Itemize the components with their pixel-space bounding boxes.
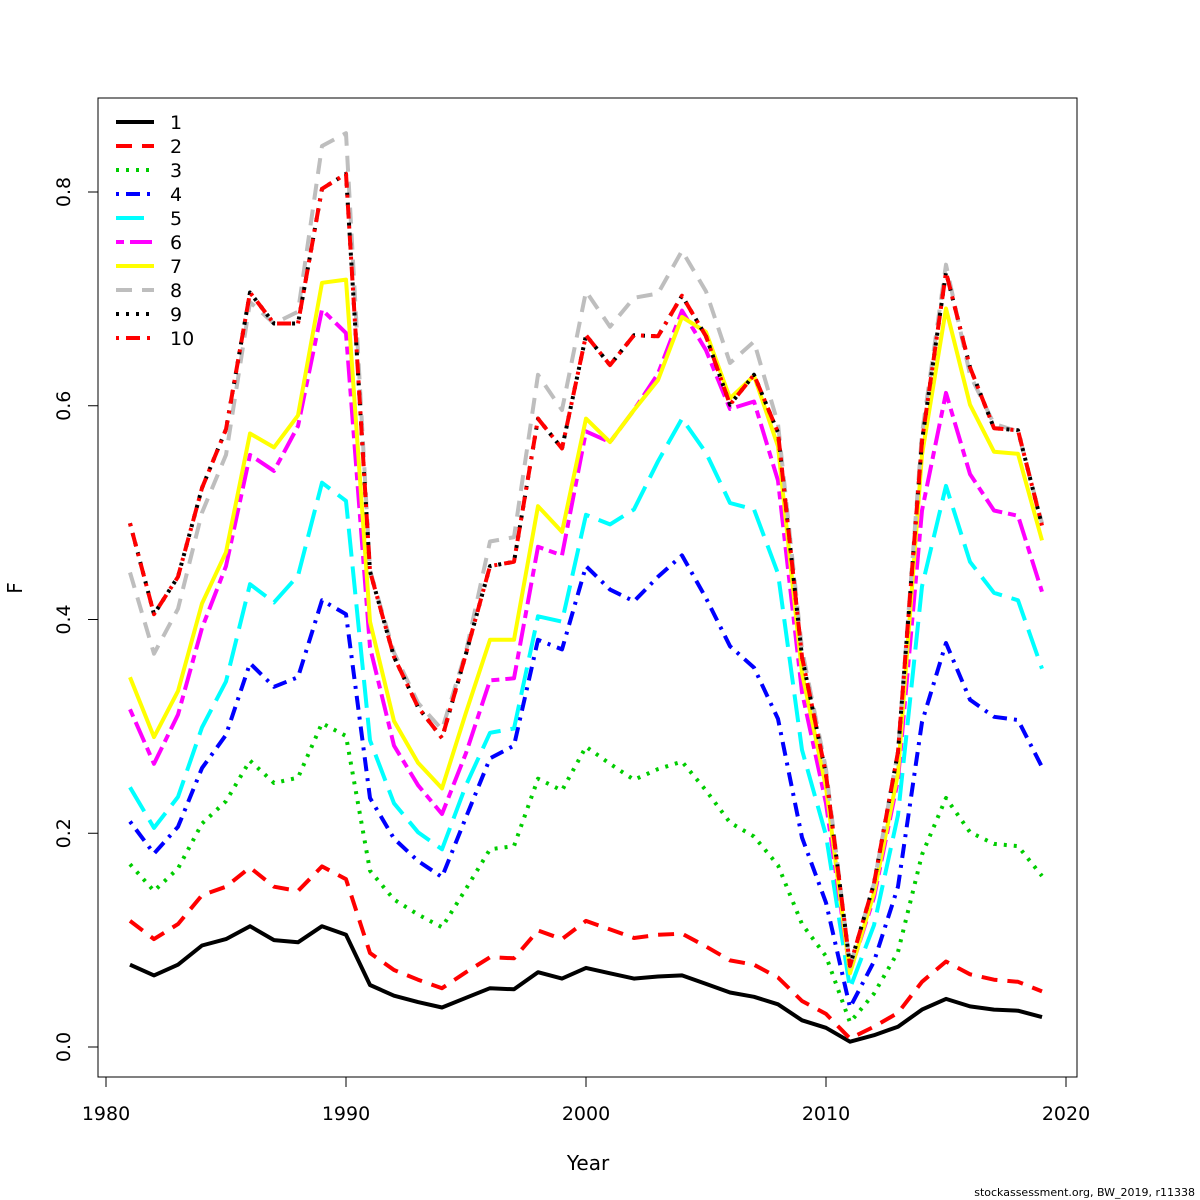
x-tick-label: 2010 [802, 1103, 850, 1125]
y-tick-label: 0.0 [53, 1032, 75, 1062]
y-tick-label: 0.6 [53, 391, 75, 421]
legend-label: 10 [170, 328, 194, 350]
legend-item-6: 6 [116, 232, 182, 254]
legend-item-5: 5 [116, 208, 182, 230]
footer-credit: stockassessment.org, BW_2019, r11338 [974, 1186, 1195, 1199]
legend-item-3: 3 [116, 160, 182, 182]
x-tick-label: 1990 [322, 1103, 370, 1125]
y-tick-label: 0.2 [53, 818, 75, 848]
legend-label: 7 [170, 256, 182, 278]
series-line-7 [128, 277, 1044, 976]
series-line-1 [129, 924, 1043, 1044]
legend-item-10: 10 [116, 328, 194, 350]
x-axis-title: Year [566, 1151, 610, 1175]
y-axis: 0.0 0.2 0.4 0.6 0.8 [53, 177, 99, 1062]
legend-label: 1 [170, 112, 182, 134]
x-axis: 1980 1990 2000 2010 2020 [82, 1076, 1090, 1125]
series-line-3 [128, 721, 1044, 1025]
legend-item-4: 4 [116, 184, 182, 206]
y-tick-label: 0.4 [53, 604, 75, 634]
series-lines [128, 131, 1044, 1044]
y-axis-title: F [3, 582, 27, 594]
legend-label: 9 [170, 304, 182, 326]
legend-label: 4 [170, 184, 182, 206]
x-tick-label: 1980 [82, 1103, 130, 1125]
legend-label: 3 [170, 160, 182, 182]
legend-item-7: 7 [116, 256, 182, 278]
series-line-2 [128, 864, 1043, 1041]
series-line-5 [128, 416, 1044, 991]
legend-item-2: 2 [116, 136, 182, 158]
legend-item-9: 9 [116, 304, 182, 326]
legend-item-1: 1 [116, 112, 182, 134]
legend-label: 8 [170, 280, 182, 302]
legend-label: 2 [170, 136, 182, 158]
legend-item-8: 8 [116, 280, 182, 302]
x-tick-label: 2020 [1042, 1103, 1090, 1125]
series-line-4 [128, 553, 1044, 1010]
series-line-10 [128, 171, 1044, 968]
legend-label: 5 [170, 208, 182, 230]
x-tick-label: 2000 [562, 1103, 610, 1125]
legend-label: 6 [170, 232, 182, 254]
y-tick-label: 0.8 [53, 177, 75, 207]
series-line-8 [128, 131, 1044, 969]
